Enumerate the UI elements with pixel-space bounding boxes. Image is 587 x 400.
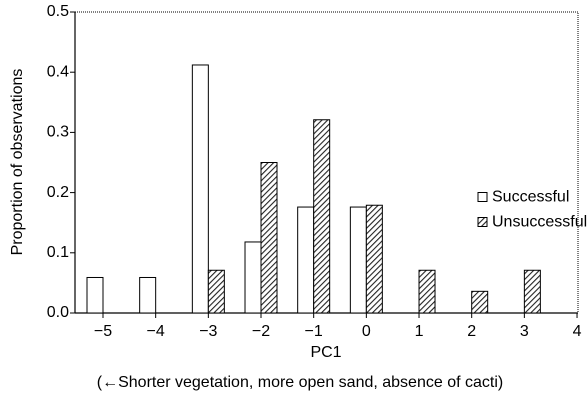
bar: [313, 119, 331, 314]
bar: [207, 269, 225, 314]
x-tick-label: 2: [467, 323, 476, 340]
bar: [297, 206, 315, 314]
x-tick-label: 0: [362, 323, 371, 340]
x-tick-label: −5: [94, 323, 112, 340]
legend-swatch: [477, 217, 488, 227]
bar: [365, 204, 383, 314]
legend-label: Unsuccessful: [492, 214, 587, 231]
y-tick-label: 0.0: [47, 304, 69, 321]
x-axis-label: PC1: [310, 344, 341, 361]
y-tick-label: 0.4: [47, 63, 69, 80]
bar: [471, 290, 489, 314]
x-tick-label: −1: [305, 323, 323, 340]
x-tick-label: −2: [252, 323, 270, 340]
bar: [139, 276, 157, 314]
y-tick-label: 0.1: [47, 244, 69, 261]
x-tick-label: −4: [147, 323, 165, 340]
x-tick-label: 3: [520, 323, 529, 340]
bar: [260, 162, 278, 314]
y-tick-label: 0.5: [47, 3, 69, 20]
bar: [191, 64, 209, 314]
x-tick-label: 4: [573, 323, 582, 340]
bar: [418, 269, 436, 314]
y-tick-label: 0.3: [47, 124, 69, 141]
legend-swatch: [477, 192, 488, 202]
x-tick-label: 1: [415, 323, 424, 340]
bar: [523, 269, 541, 314]
bar: [86, 276, 104, 314]
x-axis-sublabel: (←Shorter vegetation, more open sand, ab…: [97, 374, 503, 391]
y-axis-label: Proportion of observations: [9, 69, 26, 256]
y-tick-label: 0.2: [47, 184, 69, 201]
bar: [244, 241, 262, 314]
legend-label: Successful: [492, 189, 569, 206]
bar: [349, 206, 367, 314]
x-tick-label: −3: [199, 323, 217, 340]
